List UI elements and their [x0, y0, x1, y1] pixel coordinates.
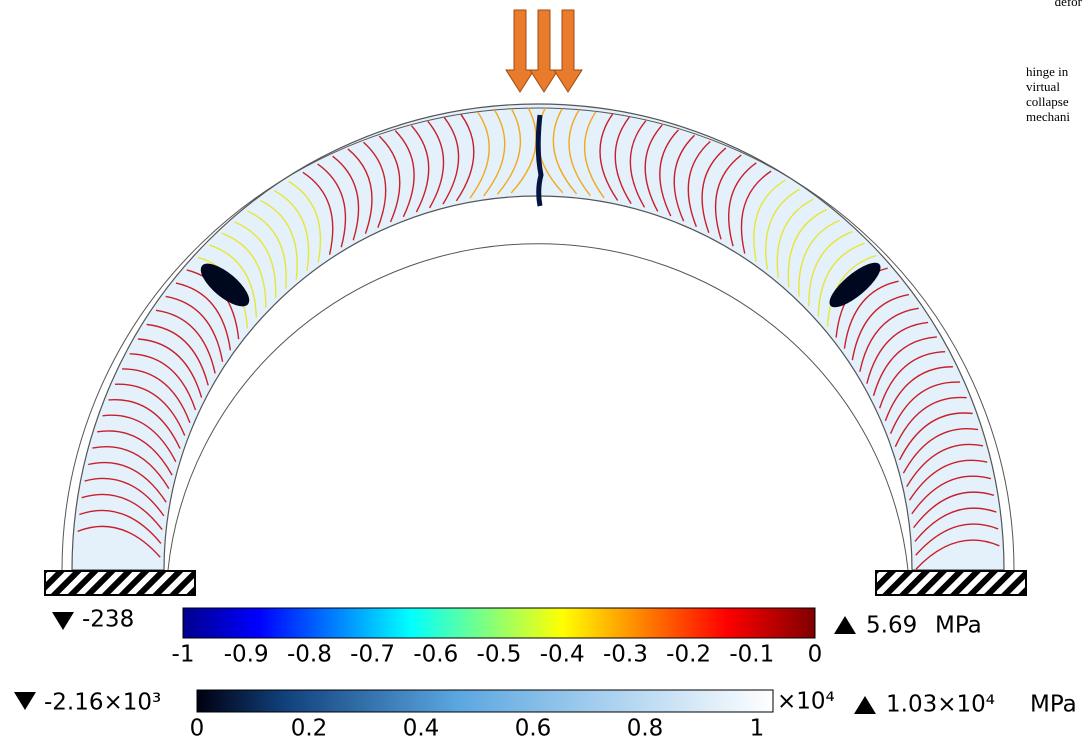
colorbar	[183, 608, 815, 638]
tick-label: -0.1	[729, 642, 774, 668]
tick-label: -0.2	[666, 642, 711, 668]
load-arrows	[506, 10, 582, 92]
min-label: -2.16×10³	[44, 690, 161, 716]
figure-canvas: defor hinge invirtualcollapsemechani -23…	[0, 0, 1082, 742]
max-label: 5.69	[866, 613, 917, 639]
max-label: 1.03×10⁴	[886, 692, 995, 718]
tick-label: -0.6	[413, 642, 458, 668]
tick-label: 0	[808, 642, 823, 668]
min-label: -238	[82, 607, 134, 633]
side-text: mechani	[1026, 109, 1070, 124]
tick-label: -0.9	[224, 642, 269, 668]
max-icon	[834, 616, 856, 634]
side-text: defor	[1055, 0, 1082, 9]
figure: defor hinge invirtualcollapsemechani -23…	[0, 0, 1082, 742]
unit: MPa	[1030, 692, 1077, 718]
tick-label: -0.4	[540, 642, 585, 668]
tick-label: -1	[172, 642, 195, 668]
tick-label: -0.3	[603, 642, 648, 668]
min-icon	[52, 612, 74, 630]
arch	[62, 104, 1014, 570]
tick-label: 0	[190, 716, 205, 742]
multiplier: ×10⁴	[777, 689, 835, 715]
unit: MPa	[935, 613, 982, 639]
side-text: virtual	[1026, 79, 1060, 94]
tick-label: -0.5	[477, 642, 522, 668]
side-text: hinge in	[1026, 64, 1069, 79]
tick-label: 0.8	[627, 716, 664, 742]
tick-label: 0.2	[291, 716, 328, 742]
support	[876, 571, 1026, 595]
tick-label: -0.7	[350, 642, 395, 668]
tick-label: 0.6	[515, 716, 552, 742]
tick-label: -0.8	[287, 642, 332, 668]
side-text: collapse	[1026, 94, 1069, 109]
support	[45, 571, 195, 595]
min-icon	[14, 692, 36, 710]
tick-label: 0.4	[403, 716, 440, 742]
max-icon	[854, 696, 876, 714]
tick-label: 1	[750, 716, 765, 742]
colorbar	[197, 690, 773, 712]
